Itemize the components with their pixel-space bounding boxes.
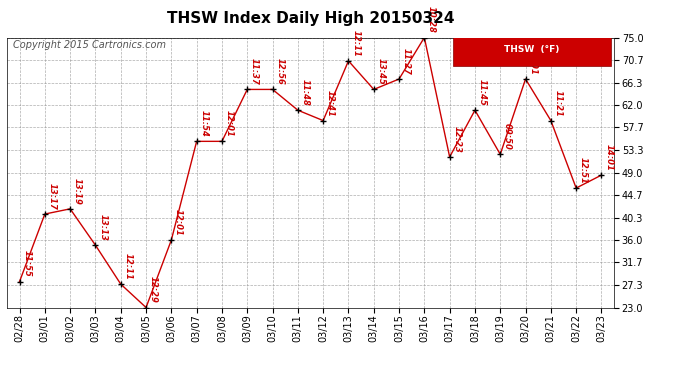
- Text: 12:23: 12:23: [453, 126, 462, 153]
- Text: 12:11: 12:11: [124, 253, 132, 280]
- Text: 12:11: 12:11: [351, 30, 360, 57]
- Text: 11:55: 11:55: [22, 251, 31, 278]
- Text: 12:01: 12:01: [529, 48, 538, 75]
- Text: 12:56: 12:56: [275, 58, 284, 85]
- Text: 11:37: 11:37: [250, 58, 259, 85]
- Text: 11:54: 11:54: [199, 110, 208, 137]
- Text: 11:45: 11:45: [477, 79, 486, 106]
- Text: 13:45: 13:45: [377, 58, 386, 85]
- Text: 12:41: 12:41: [326, 90, 335, 116]
- Text: 12:01: 12:01: [225, 110, 234, 137]
- Text: 11:21: 11:21: [553, 90, 562, 116]
- Text: 10:28: 10:28: [427, 6, 436, 33]
- Text: 13:19: 13:19: [73, 178, 82, 205]
- Text: 09:50: 09:50: [503, 123, 512, 150]
- Text: THSW  (°F): THSW (°F): [504, 45, 560, 54]
- Text: THSW Index Daily High 20150324: THSW Index Daily High 20150324: [167, 11, 454, 26]
- Text: 12:29: 12:29: [149, 276, 158, 303]
- Text: 13:13: 13:13: [98, 214, 107, 241]
- Text: 11:27: 11:27: [402, 48, 411, 75]
- Text: 11:48: 11:48: [301, 79, 310, 106]
- FancyBboxPatch shape: [453, 36, 611, 66]
- Text: 12:51: 12:51: [579, 157, 588, 184]
- Text: 13:17: 13:17: [48, 183, 57, 210]
- Text: 14:01: 14:01: [604, 144, 613, 171]
- Text: Copyright 2015 Cartronics.com: Copyright 2015 Cartronics.com: [13, 40, 166, 50]
- Text: 12:01: 12:01: [174, 209, 183, 236]
